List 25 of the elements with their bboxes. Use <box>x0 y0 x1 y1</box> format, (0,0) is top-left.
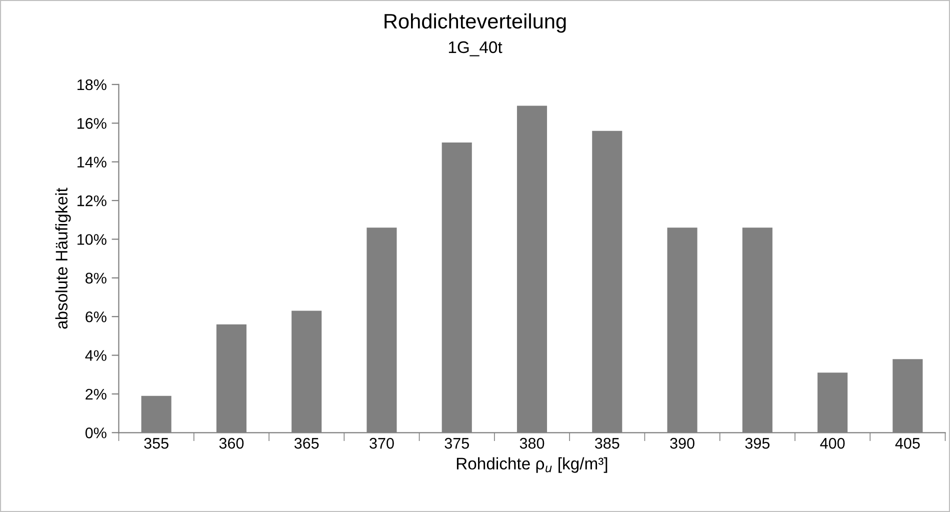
y-tick-label: 18% <box>78 79 106 90</box>
x-tick-label: 390 <box>670 438 694 449</box>
y-tick-label: 2% <box>86 388 106 400</box>
y-tick-label: 8% <box>86 272 106 284</box>
chart-subtitle: 1G_40t <box>448 41 502 56</box>
x-tick-label: 405 <box>895 438 920 449</box>
x-tick-label: 385 <box>594 438 620 449</box>
x-tick-label: 370 <box>370 438 394 449</box>
y-tick-label: 14% <box>78 156 106 168</box>
x-tick-label: 400 <box>820 438 845 449</box>
y-tick-label: 6% <box>86 311 106 322</box>
x-tick-label: 380 <box>520 438 544 449</box>
y-axis-title: absolute Häufigkeit <box>55 188 71 329</box>
x-tick-label: 355 <box>144 438 168 449</box>
x-tick-label: 375 <box>444 438 469 449</box>
y-tick-label: 0% <box>85 428 106 438</box>
x-axis-title: Rohdichte ρ$_{u}$ [kg/m³] <box>456 457 608 473</box>
y-tick-label: 4% <box>85 350 106 361</box>
x-tick-label: 360 <box>219 438 244 449</box>
x-tick-label: 365 <box>294 438 319 449</box>
y-tick-label: 10% <box>78 234 106 245</box>
chart-title: Rohdichteverteilung <box>384 13 566 33</box>
x-tick-label: 395 <box>745 438 770 449</box>
y-tick-label: 16% <box>78 118 106 129</box>
y-tick-label: 12% <box>78 195 106 206</box>
